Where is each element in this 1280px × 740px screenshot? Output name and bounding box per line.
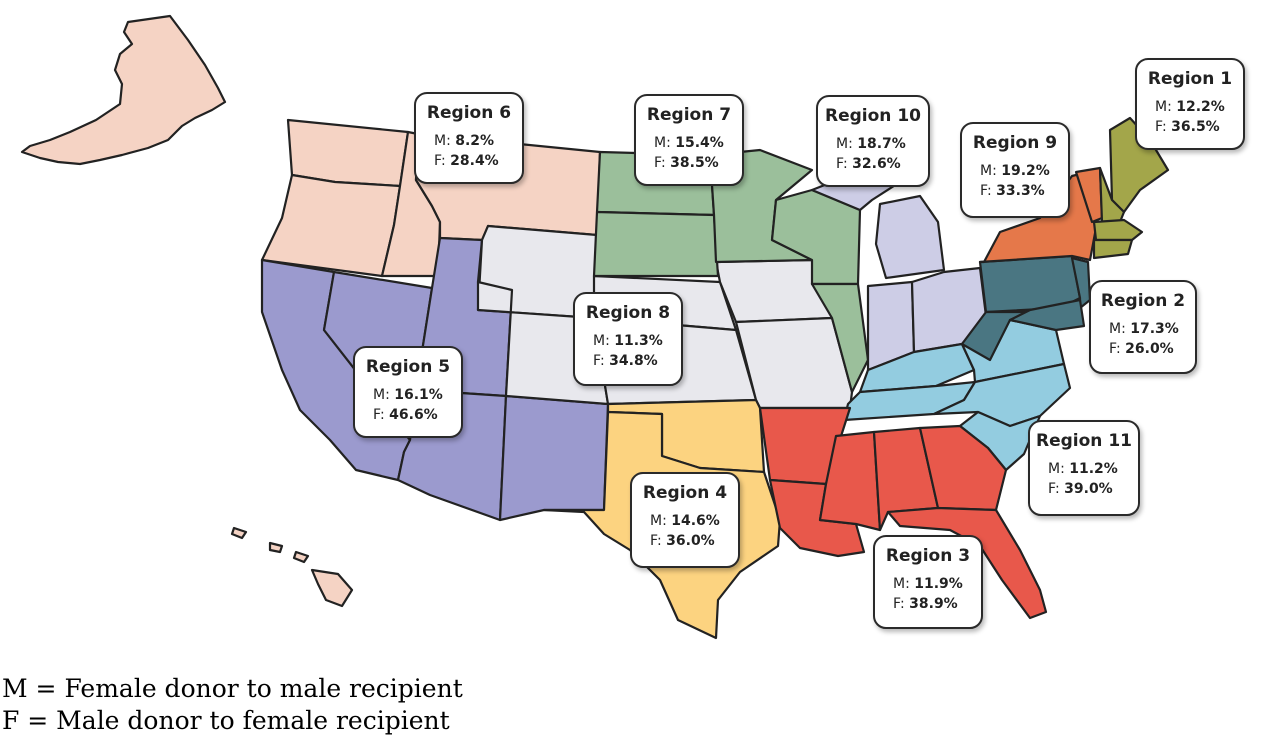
washington-shape	[286, 118, 410, 188]
new-hampshire-shape	[1098, 166, 1126, 224]
m-label: M:	[434, 133, 451, 149]
connecticut-rhode-island-shape	[1092, 238, 1134, 260]
region-8-f-value: 34.8%	[609, 353, 658, 369]
legend-m: M = Female donor to male recipient	[2, 674, 463, 703]
region-11-f-value: 39.0%	[1064, 481, 1113, 497]
m-label: M:	[836, 136, 853, 152]
region-7-title: Region 7	[646, 105, 732, 125]
f-label: F:	[654, 155, 666, 171]
f-label: F:	[593, 353, 605, 369]
region-6-m-value: 8.2%	[455, 133, 495, 149]
m-label: M:	[650, 513, 667, 529]
f-label: F:	[650, 533, 662, 549]
f-label: F:	[1048, 481, 1060, 497]
michigan-lower-shape	[874, 194, 946, 280]
region-5-callout: Region 5 M: 16.1% F: 46.6%	[353, 346, 463, 438]
region-7-f-value: 38.5%	[670, 155, 719, 171]
legend-f: F = Male donor to female recipient	[2, 706, 450, 735]
region-4-title: Region 4	[642, 483, 728, 503]
massachusetts-shape	[1092, 218, 1144, 242]
m-label: M:	[1048, 461, 1065, 477]
region-9-m-value: 19.2%	[1001, 163, 1050, 179]
region-10-title: Region 10	[825, 106, 921, 126]
region-2-m-value: 17.3%	[1130, 321, 1179, 337]
region-5-m-value: 16.1%	[394, 387, 443, 403]
alaska-shape	[20, 14, 227, 166]
region-11-title: Region 11	[1036, 431, 1132, 451]
m-label: M:	[1109, 321, 1126, 337]
f-label: F:	[434, 153, 446, 169]
region-7-m-value: 15.4%	[675, 135, 724, 151]
region-4-m-value: 14.6%	[671, 513, 720, 529]
region-10-m-value: 18.7%	[857, 136, 906, 152]
region-9-f-value: 33.3%	[996, 183, 1045, 199]
f-label: F:	[1155, 119, 1167, 135]
region-1-states	[1092, 116, 1170, 260]
region-8-m-value: 11.3%	[614, 333, 663, 349]
region-3-callout: Region 3 M: 11.9% F: 38.9%	[873, 535, 983, 629]
region-1-f-value: 36.5%	[1171, 119, 1220, 135]
oregon-shape	[260, 173, 402, 278]
region-10-f-value: 32.6%	[852, 156, 901, 172]
west-virginia-shape	[960, 310, 1032, 362]
region-8-title: Region 8	[585, 303, 671, 323]
hawaii-shape	[230, 526, 354, 608]
region-6-title: Region 6	[426, 103, 512, 123]
new-jersey-shape	[1070, 256, 1092, 310]
maryland-delaware-shape	[1008, 298, 1086, 332]
region-1-callout: Region 1 M: 12.2% F: 36.5%	[1135, 58, 1245, 150]
region-3-title: Region 3	[885, 546, 971, 566]
region-11-callout: Region 11 M: 11.2% F: 39.0%	[1028, 420, 1140, 516]
m-label: M:	[373, 387, 390, 403]
region-5-title: Region 5	[365, 357, 451, 377]
region-3-states	[758, 406, 1048, 620]
florida-shape	[886, 506, 1048, 620]
m-label: M:	[980, 163, 997, 179]
region-9-callout: Region 9 M: 19.2% F: 33.3%	[960, 122, 1070, 218]
region-4-f-value: 36.0%	[666, 533, 715, 549]
region-4-callout: Region 4 M: 14.6% F: 36.0%	[630, 472, 740, 568]
m-label: M:	[893, 576, 910, 592]
region-2-callout: Region 2 M: 17.3% F: 26.0%	[1089, 280, 1197, 374]
region-6-states	[20, 14, 602, 608]
m-label: M:	[593, 333, 610, 349]
f-label: F:	[893, 596, 905, 612]
illinois-shape	[810, 282, 870, 394]
region-7-callout: Region 7 M: 15.4% F: 38.5%	[634, 94, 744, 186]
region-5-f-value: 46.6%	[389, 407, 438, 423]
f-label: F:	[836, 156, 848, 172]
region-6-callout: Region 6 M: 8.2% F: 28.4%	[414, 92, 524, 184]
f-label: F:	[373, 407, 385, 423]
region-11-m-value: 11.2%	[1069, 461, 1118, 477]
region-3-f-value: 38.9%	[909, 596, 958, 612]
m-label: M:	[1155, 99, 1172, 115]
region-5-states	[260, 236, 610, 522]
f-label: F:	[980, 183, 992, 199]
m-label: M:	[654, 135, 671, 151]
region-10-callout: Region 10 M: 18.7% F: 32.6%	[816, 95, 930, 187]
south-dakota-shape	[592, 210, 720, 278]
region-3-m-value: 11.9%	[914, 576, 963, 592]
region-6-f-value: 28.4%	[450, 153, 499, 169]
region-2-f-value: 26.0%	[1125, 341, 1174, 357]
region-1-m-value: 12.2%	[1176, 99, 1225, 115]
region-2-title: Region 2	[1100, 291, 1186, 311]
f-label: F:	[1109, 341, 1121, 357]
new-mexico-shape	[498, 394, 610, 522]
region-8-callout: Region 8 M: 11.3% F: 34.8%	[573, 292, 683, 386]
region-9-title: Region 9	[972, 133, 1058, 153]
region-1-title: Region 1	[1147, 69, 1233, 89]
